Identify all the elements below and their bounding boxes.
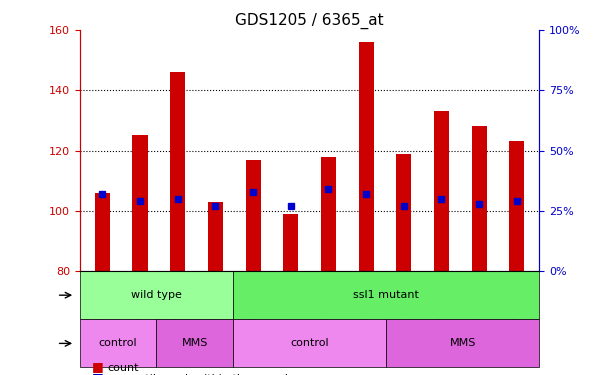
Bar — [471, 126, 487, 271]
Bar — [80, 319, 156, 368]
Text: MMS: MMS — [181, 338, 208, 348]
Bar — [80, 271, 233, 319]
Bar — [386, 319, 539, 368]
Text: wild type: wild type — [131, 290, 181, 300]
Bar — [434, 111, 449, 271]
Bar — [132, 135, 148, 271]
Bar — [233, 319, 386, 368]
Text: count: count — [107, 363, 139, 373]
Bar — [208, 202, 223, 271]
Text: ■: ■ — [92, 360, 104, 373]
Bar — [156, 319, 233, 368]
Bar — [245, 160, 261, 271]
Title: GDS1205 / 6365_at: GDS1205 / 6365_at — [235, 12, 384, 28]
Bar — [283, 214, 299, 271]
Text: control: control — [290, 338, 329, 348]
Text: ssl1 mutant: ssl1 mutant — [353, 290, 419, 300]
Text: percentile rank within the sample: percentile rank within the sample — [107, 374, 295, 375]
Bar — [359, 42, 374, 271]
Bar — [321, 156, 336, 271]
Bar — [233, 271, 539, 319]
Bar — [95, 193, 110, 271]
Bar — [170, 72, 185, 271]
Text: control: control — [99, 338, 137, 348]
Text: MMS: MMS — [449, 338, 476, 348]
Bar — [396, 153, 411, 271]
Bar — [509, 141, 524, 271]
Text: ■: ■ — [92, 371, 104, 375]
